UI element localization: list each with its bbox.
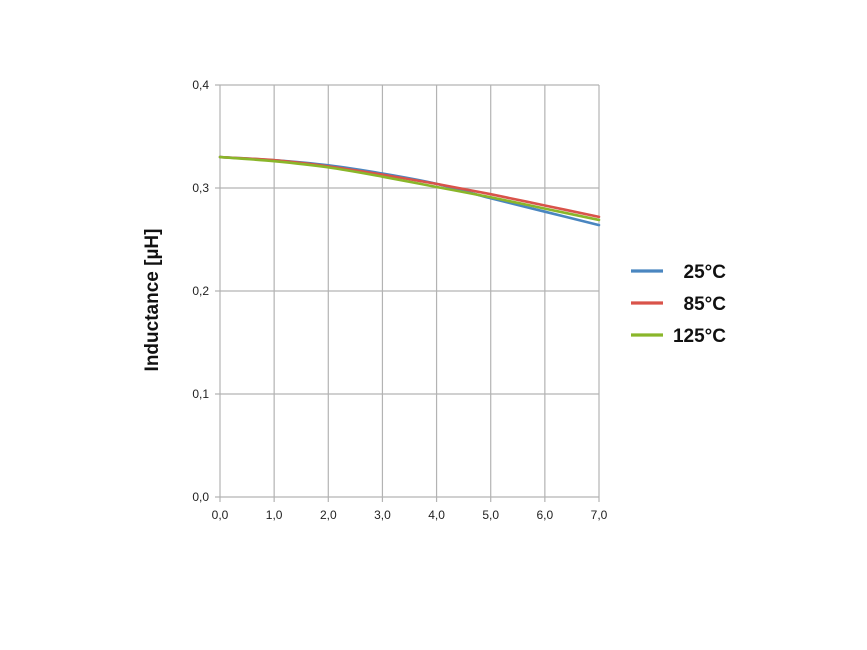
y-axis-ticks: 0,0 0,1 0,2 0,3 0,4 bbox=[192, 78, 209, 504]
x-tick-label: 0,0 bbox=[212, 508, 229, 522]
y-tick-label: 0,1 bbox=[192, 387, 209, 401]
y-tick-label: 0,4 bbox=[192, 78, 209, 92]
series-lines bbox=[218, 155, 601, 227]
x-tick-label: 2,0 bbox=[320, 508, 337, 522]
y-tick-label: 0,0 bbox=[192, 490, 209, 504]
legend-label: 125°C bbox=[673, 326, 726, 347]
x-tick-label: 5,0 bbox=[482, 508, 499, 522]
y-tick-label: 0,3 bbox=[192, 181, 209, 195]
x-tick-label: 3,0 bbox=[374, 508, 391, 522]
grid bbox=[215, 84, 600, 502]
x-tick-label: 4,0 bbox=[428, 508, 445, 522]
legend: 25°C 85°C 125°C bbox=[631, 262, 726, 347]
series-line-1 bbox=[218, 155, 601, 227]
y-axis-label: Inductance [µH] bbox=[142, 229, 163, 372]
x-tick-label: 7,0 bbox=[591, 508, 608, 522]
legend-label: 85°C bbox=[684, 294, 727, 315]
legend-label: 25°C bbox=[684, 262, 727, 283]
x-tick-label: 6,0 bbox=[537, 508, 554, 522]
y-tick-label: 0,2 bbox=[192, 284, 209, 298]
series-line-3 bbox=[218, 155, 601, 222]
x-axis-ticks: 0,0 1,0 2,0 3,0 4,0 5,0 6,0 7,0 bbox=[212, 508, 608, 522]
x-tick-label: 1,0 bbox=[266, 508, 283, 522]
